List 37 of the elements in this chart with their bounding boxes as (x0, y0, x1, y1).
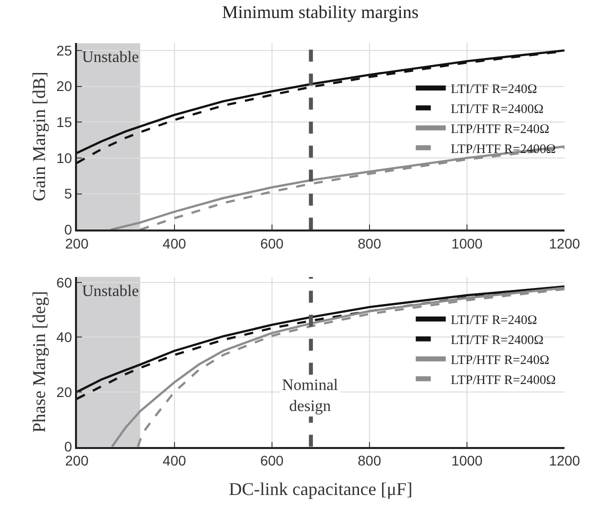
legend-label: LTI/TF R=240Ω (450, 81, 537, 96)
y-tick-label: 60 (56, 274, 72, 290)
x-tick-label: 1000 (451, 235, 483, 252)
ref-line-label: Nominal design (282, 377, 339, 415)
y-axis-title: Gain Margin [dB] (29, 72, 50, 202)
chart-title: Minimum stability margins (222, 2, 419, 22)
x-axis-title: DC-link capacitance [μF] (228, 479, 412, 500)
y-axis-title: Phase Margin [deg] (29, 291, 50, 433)
y-tick-label: 5 (64, 186, 72, 202)
y-tick-label: 10 (56, 150, 72, 166)
legend-label: LTP/HTF R=2400Ω (450, 140, 556, 156)
legend-label: LTP/HTF R=240Ω (450, 352, 550, 367)
legend-label: LTP/HTF R=2400Ω (450, 372, 556, 387)
x-tick-label: 1200 (548, 235, 580, 252)
x-tick-label: 1000 (451, 452, 483, 469)
y-tick-label: 20 (56, 384, 72, 400)
legend-label: LTI/TF R=2400Ω (450, 332, 544, 347)
legend-label: LTI/TF R=240Ω (450, 312, 537, 328)
x-tick-label: 600 (260, 235, 284, 252)
x-tick-label: 800 (358, 235, 382, 252)
band-label: Unstable (82, 49, 139, 66)
y-tick-label: 25 (56, 42, 72, 58)
y-tick-label: 15 (56, 114, 72, 130)
x-tick-label: 400 (162, 452, 186, 469)
legend-label: LTI/TF R=2400Ω (450, 100, 544, 116)
x-tick-label: 200 (65, 452, 89, 469)
x-tick-label: 800 (358, 452, 382, 469)
y-tick-label: 40 (56, 329, 72, 346)
y-tick-label: 20 (56, 78, 72, 94)
y-tick-label: 0 (64, 222, 72, 238)
x-tick-label: 200 (65, 235, 89, 252)
x-tick-label: 600 (260, 452, 284, 469)
x-tick-label: 1200 (548, 452, 580, 469)
band-label: Unstable (82, 283, 139, 300)
x-tick-label: 400 (162, 235, 186, 252)
legend-label: LTP/HTF R=240Ω (450, 120, 550, 136)
y-tick-label: 0 (64, 438, 72, 455)
